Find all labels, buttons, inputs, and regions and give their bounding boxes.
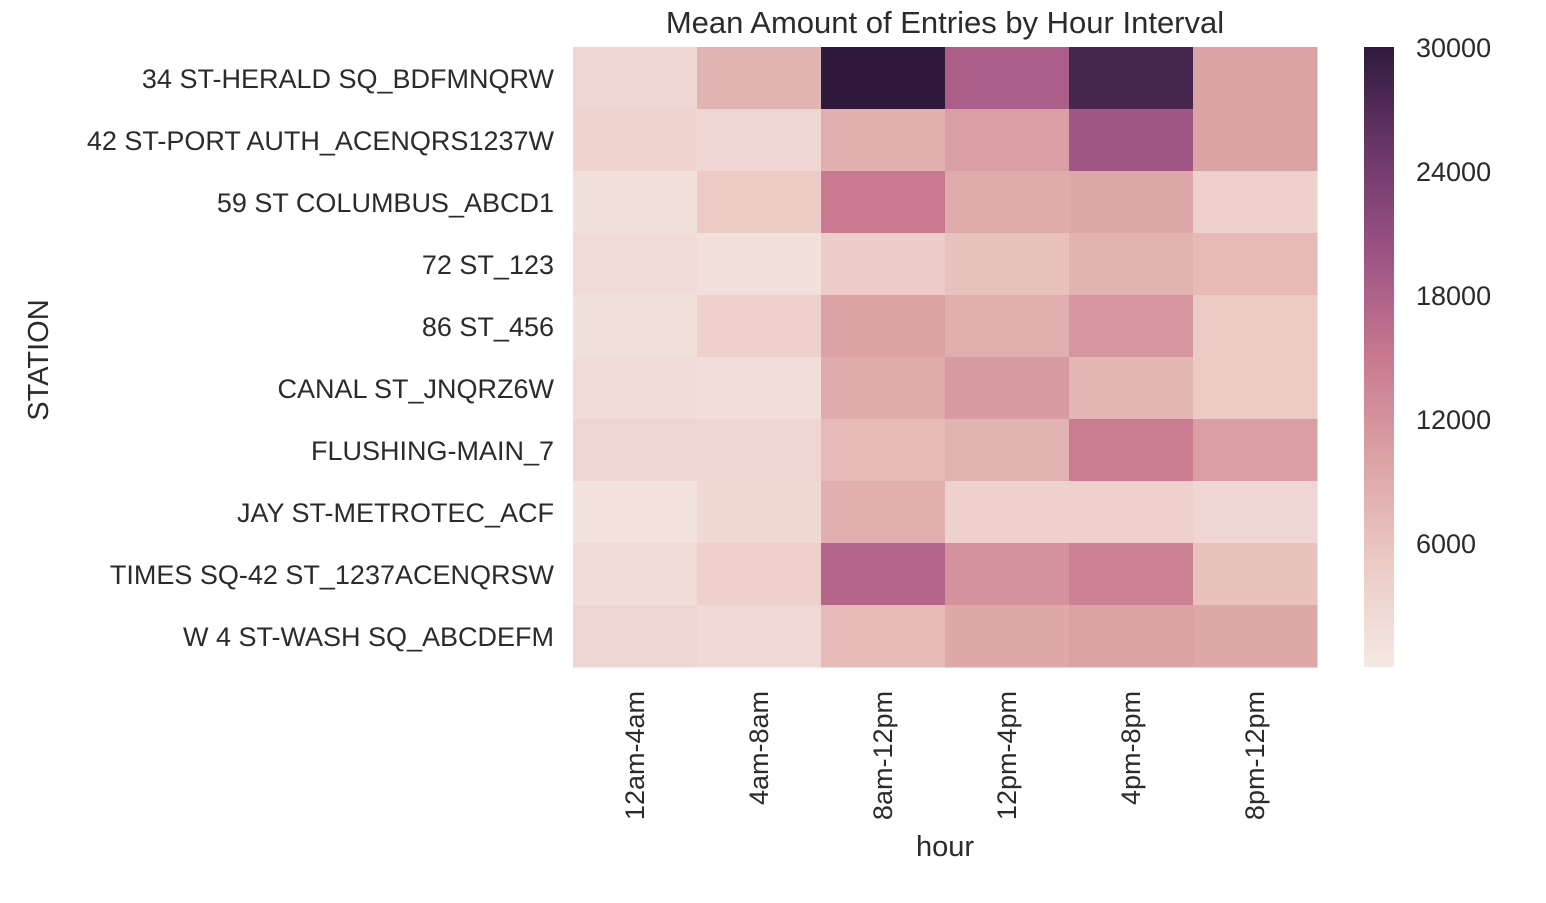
hour-label: 8am-12pm bbox=[868, 691, 898, 820]
heatmap-cell bbox=[573, 171, 698, 234]
heatmap-cell bbox=[821, 295, 946, 358]
y-axis-label: STATION bbox=[23, 299, 55, 420]
heatmap-cell bbox=[697, 47, 822, 110]
colorbar-tick-label: 30000 bbox=[1416, 33, 1491, 63]
station-label: CANAL ST_JNQRZ6W bbox=[277, 374, 554, 404]
heatmap-cell bbox=[945, 233, 1070, 296]
heatmap-cell bbox=[1193, 295, 1318, 358]
heatmap-cell bbox=[1193, 419, 1318, 482]
heatmap-cell bbox=[821, 543, 946, 606]
heatmap-cell bbox=[1069, 171, 1194, 234]
heatmap-cell bbox=[697, 171, 822, 234]
x-axis-label: hour bbox=[916, 831, 974, 863]
colorbar-tick-label: 24000 bbox=[1416, 157, 1491, 187]
heatmap-cell bbox=[821, 47, 946, 110]
heatmap-cell bbox=[573, 233, 698, 296]
heatmap-cell bbox=[573, 543, 698, 606]
heatmap-cell bbox=[1069, 47, 1194, 110]
heatmap-cell bbox=[1193, 109, 1318, 172]
heatmap-cell bbox=[1069, 233, 1194, 296]
heatmap-cell bbox=[697, 233, 822, 296]
station-label: JAY ST-METROTEC_ACF bbox=[237, 498, 554, 528]
heatmap-cell bbox=[945, 481, 1070, 544]
heatmap-cell bbox=[821, 171, 946, 234]
heatmap-cell bbox=[1069, 357, 1194, 420]
heatmap-cell bbox=[697, 295, 822, 358]
heatmap-cell bbox=[697, 419, 822, 482]
heatmap-cell bbox=[573, 357, 698, 420]
heatmap-cell bbox=[1193, 47, 1318, 110]
heatmap-cell bbox=[697, 605, 822, 668]
heatmap-cell bbox=[697, 109, 822, 172]
heatmap-cell bbox=[1193, 171, 1318, 234]
colorbar-tick-label: 18000 bbox=[1416, 281, 1491, 311]
heatmap-cell bbox=[573, 109, 698, 172]
heatmap-cell bbox=[697, 481, 822, 544]
hour-label: 12pm-4pm bbox=[992, 691, 1022, 820]
station-label: TIMES SQ-42 ST_1237ACENQRSW bbox=[110, 560, 555, 590]
heatmap-cell bbox=[1069, 295, 1194, 358]
heatmap-cells bbox=[573, 47, 1318, 668]
heatmap-cell bbox=[821, 233, 946, 296]
heatmap-cell bbox=[1069, 543, 1194, 606]
hour-label: 4am-8am bbox=[744, 691, 774, 805]
heatmap-cell bbox=[945, 171, 1070, 234]
colorbar: 6000 12000 18000 24000 30000 bbox=[1364, 33, 1491, 667]
heatmap-cell bbox=[573, 295, 698, 358]
heatmap-cell bbox=[945, 47, 1070, 110]
heatmap-cell bbox=[1069, 419, 1194, 482]
heatmap-cell bbox=[573, 605, 698, 668]
heatmap-cell bbox=[945, 543, 1070, 606]
heatmap-cell bbox=[697, 357, 822, 420]
heatmap-cell bbox=[1193, 481, 1318, 544]
heatmap-cell bbox=[1069, 605, 1194, 668]
column-labels: 12am-4am 4am-8am 8am-12pm 12pm-4pm 4pm-8pm 8p… bbox=[620, 691, 1270, 820]
heatmap-cell bbox=[821, 357, 946, 420]
heatmap-cell bbox=[1193, 543, 1318, 606]
chart-title: Mean Amount of Entries by Hour Interval bbox=[666, 5, 1224, 40]
heatmap-cell bbox=[573, 481, 698, 544]
heatmap-cell bbox=[697, 543, 822, 606]
heatmap-cell bbox=[945, 419, 1070, 482]
heatmap-cell bbox=[821, 605, 946, 668]
colorbar-tick-label: 6000 bbox=[1416, 529, 1476, 559]
heatmap-cell bbox=[1193, 357, 1318, 420]
colorbar-gradient bbox=[1364, 47, 1394, 667]
heatmap-cell bbox=[1069, 109, 1194, 172]
heatmap-cell bbox=[1193, 233, 1318, 296]
station-label: FLUSHING-MAIN_7 bbox=[311, 436, 554, 466]
station-label: 72 ST_123 bbox=[422, 250, 554, 280]
heatmap-cell bbox=[573, 419, 698, 482]
station-label: 42 ST-PORT AUTH_ACENQRS1237W bbox=[87, 126, 555, 156]
heatmap-cell bbox=[821, 481, 946, 544]
heatmap-cell bbox=[945, 109, 1070, 172]
heatmap-cell bbox=[1069, 481, 1194, 544]
station-label: W 4 ST-WASH SQ_ABCDEFM bbox=[183, 622, 554, 652]
row-labels: 34 ST-HERALD SQ_BDFMNQRW 42 ST-PORT AUTH_… bbox=[87, 64, 555, 652]
heatmap-cell bbox=[573, 47, 698, 110]
heatmap-cell bbox=[945, 295, 1070, 358]
station-label: 34 ST-HERALD SQ_BDFMNQRW bbox=[142, 64, 555, 94]
station-label: 86 ST_456 bbox=[422, 312, 554, 342]
heatmap-cell bbox=[1193, 605, 1318, 668]
heatmap-cell bbox=[821, 109, 946, 172]
heatmap-cell bbox=[945, 357, 1070, 420]
hour-label: 4pm-8pm bbox=[1116, 691, 1146, 805]
station-label: 59 ST COLUMBUS_ABCD1 bbox=[217, 188, 554, 218]
colorbar-tick-label: 12000 bbox=[1416, 405, 1491, 435]
hour-label: 12am-4am bbox=[620, 691, 650, 820]
hour-label: 8pm-12pm bbox=[1240, 691, 1270, 820]
heatmap-cell bbox=[821, 419, 946, 482]
heatmap-cell bbox=[945, 605, 1070, 668]
